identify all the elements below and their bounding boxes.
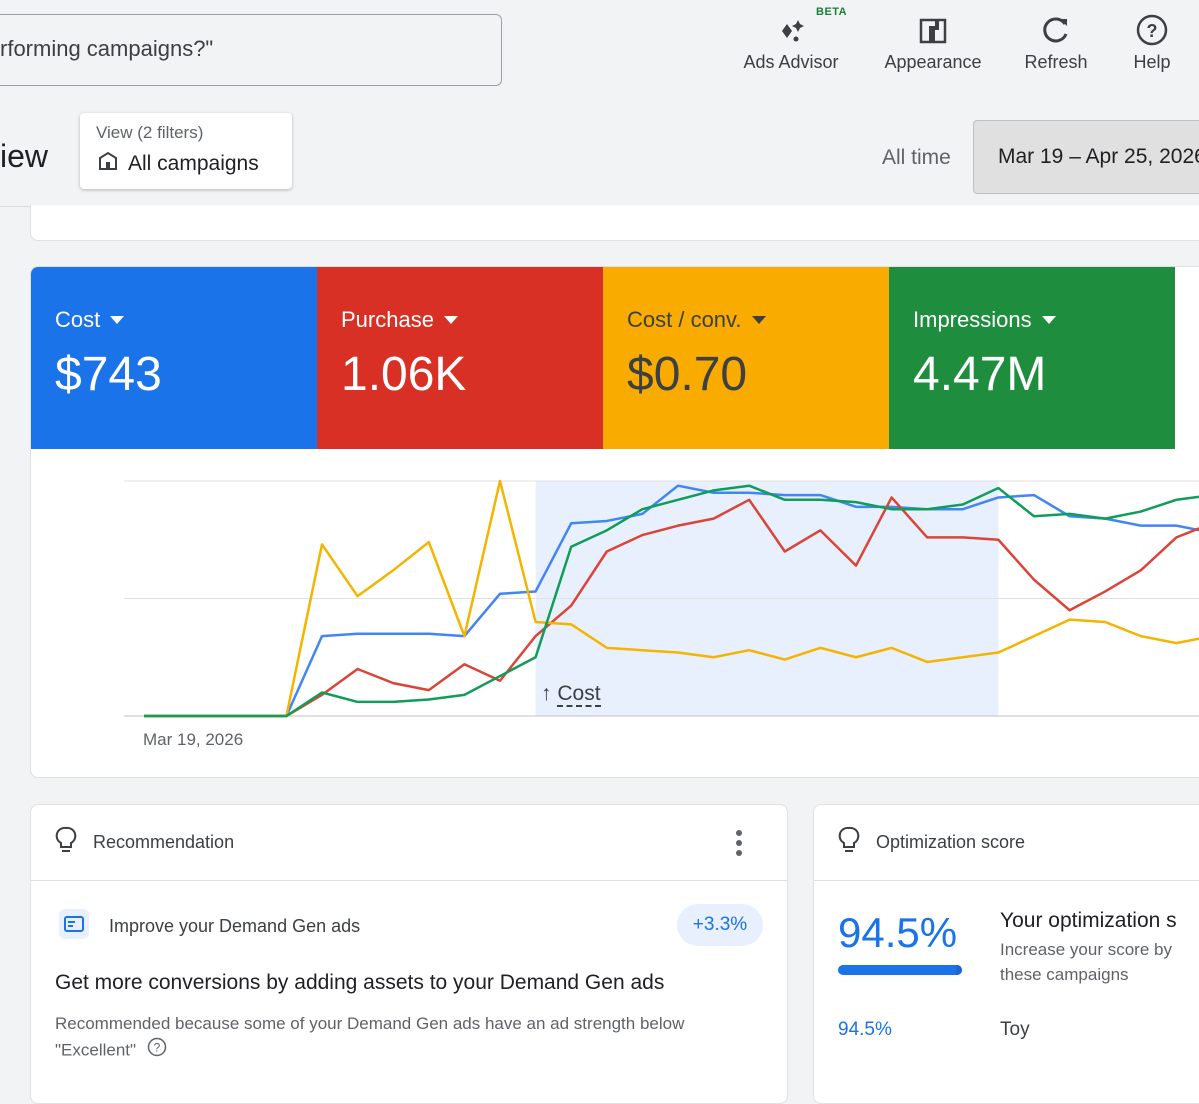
recommendation-headline[interactable]: Get more conversions by adding assets to… <box>55 971 665 994</box>
demand-gen-icon <box>59 909 89 944</box>
optimization-header: Optimization score <box>876 832 1026 852</box>
more-options-icon[interactable] <box>735 829 743 862</box>
optimization-title: Your optimization s <box>1000 909 1177 932</box>
ads-advisor-button[interactable]: Ads Advisor <box>736 10 846 73</box>
campaigns-icon <box>96 149 120 179</box>
search-box[interactable] <box>0 14 502 86</box>
lightbulb-icon <box>838 826 860 859</box>
metric-tile-impressions[interactable]: Impressions 4.47M <box>889 267 1175 449</box>
page-title: iew <box>0 138 49 174</box>
line-chart[interactable] <box>31 449 1199 778</box>
recommendation-description: Recommended because some of your Demand … <box>55 1011 735 1065</box>
appearance-label: Appearance <box>884 52 982 72</box>
x-axis-start-label: Mar 19, 2026 <box>143 730 244 749</box>
optimization-description-line: these campaigns <box>1000 965 1129 984</box>
collapsed-card <box>30 205 1199 241</box>
recommendation-item-title[interactable]: Improve your Demand Gen ads <box>109 916 361 936</box>
view-selector[interactable]: View (2 filters) All campaigns <box>80 113 292 189</box>
optimization-score-value: 94.5% <box>838 909 958 956</box>
view-filters-label: View (2 filters) <box>96 123 204 142</box>
appearance-icon <box>878 10 988 50</box>
appearance-button[interactable]: Appearance <box>878 10 988 73</box>
refresh-label: Refresh <box>1024 52 1088 72</box>
svg-text:?: ? <box>153 1041 160 1055</box>
optimization-score-bar <box>838 965 962 975</box>
cost-annotation-label: Cost <box>557 682 601 707</box>
ads-advisor-label: Ads Advisor <box>743 52 839 72</box>
beta-badge: BETA <box>816 6 848 18</box>
cost-annotation-marker[interactable]: ↑ Cost <box>541 682 601 707</box>
help-circle-icon[interactable]: ? <box>147 1037 167 1065</box>
score-delta-badge: +3.3% <box>677 904 763 946</box>
metric-tile-purchase[interactable]: Purchase 1.06K <box>317 267 603 449</box>
svg-text:?: ? <box>1147 21 1158 41</box>
help-icon: ? <box>1118 10 1186 50</box>
dropdown-arrow-icon <box>110 316 125 324</box>
help-button[interactable]: ? Help <box>1118 10 1186 73</box>
recommendation-header: Recommendation <box>93 832 235 852</box>
recommendation-card: Recommendation Improve your Demand Gen a… <box>30 804 788 1104</box>
series-line-2 <box>144 479 1199 718</box>
metric-label: Cost <box>55 307 101 332</box>
refresh-button[interactable]: Refresh <box>1010 10 1102 73</box>
campaign-name[interactable]: Toy <box>1000 1019 1030 1040</box>
lightbulb-icon <box>55 826 77 859</box>
metric-value: $743 <box>55 348 162 401</box>
search-query-text[interactable]: rforming campaigns?" <box>0 36 214 61</box>
metric-tile-cost-per-conv[interactable]: Cost / conv. $0.70 <box>603 267 889 449</box>
dropdown-arrow-icon <box>443 316 458 324</box>
optimization-description-line: Increase your score by <box>1000 940 1172 959</box>
help-label: Help <box>1133 52 1171 72</box>
refresh-icon <box>1010 10 1102 50</box>
metric-label: Cost / conv. <box>627 307 742 332</box>
dropdown-arrow-icon <box>1041 316 1056 324</box>
metric-value: 4.47M <box>913 348 1047 401</box>
campaign-score: 94.5% <box>838 1019 892 1040</box>
optimization-score-card: Optimization score 94.5% Your optimizati… <box>813 804 1199 1104</box>
optimization-description: Increase your score by these campaigns <box>1000 937 1172 987</box>
sparkle-icon <box>736 10 846 50</box>
metric-tile-cost[interactable]: Cost $743 <box>31 267 317 449</box>
recommendation-description-text: Recommended because some of your Demand … <box>55 1014 685 1060</box>
metric-value: 1.06K <box>341 348 467 401</box>
metric-label: Purchase <box>341 307 434 332</box>
performance-chart-card: Cost $743 Purchase 1.06K Cost / conv. $0… <box>30 266 1199 778</box>
view-name: All campaigns <box>128 152 259 175</box>
metric-value: $0.70 <box>627 348 748 401</box>
series-line-0 <box>144 484 1199 718</box>
series-line-1 <box>144 496 1199 718</box>
range-label: All time <box>882 146 951 169</box>
metric-label: Impressions <box>913 307 1032 332</box>
date-range-picker[interactable]: Mar 19 – Apr 25, 2026 <box>973 120 1199 194</box>
dropdown-arrow-icon <box>751 316 766 324</box>
series-line-3 <box>144 484 1199 718</box>
